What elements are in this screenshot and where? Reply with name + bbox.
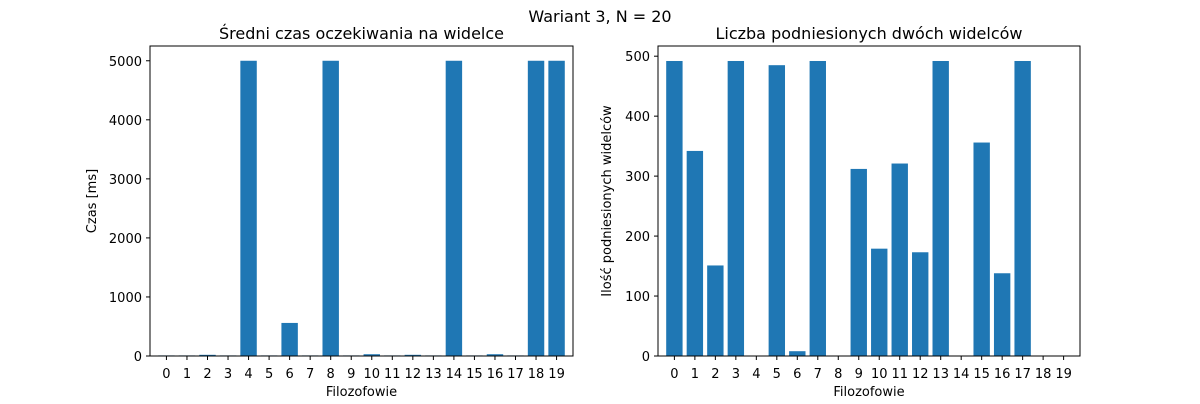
x-tick-label: 10: [871, 367, 888, 382]
y-tick-label: 3000: [109, 173, 142, 188]
bar-11: [891, 163, 908, 356]
x-tick-label: 13: [932, 367, 949, 382]
bar-16: [993, 273, 1011, 356]
subplot-2: 0 1 2 3 4 5 6 7 8 9 10 11 12 13 14 15 16 17 18 190100200300…: [600, 24, 1081, 400]
y-tick-label: 400: [625, 110, 650, 125]
x-tick-label: 16: [487, 367, 504, 382]
x-tick-label: 13: [425, 367, 442, 382]
bar-13: [932, 60, 949, 357]
x-tick-label: 12: [405, 367, 422, 382]
x-tick-label: 14: [446, 367, 463, 382]
x-tick-label: 9: [855, 367, 863, 382]
x-tick-label: 16: [994, 367, 1011, 382]
subplot-1: 0 1 2 3 4 5 6 7 8 9 10 11 12 13 14 15 16 17 18 190100020003…: [85, 24, 574, 400]
x-tick-label: 18: [528, 367, 545, 382]
x-tick-label: 2: [711, 367, 719, 382]
axes-title: Średni czas oczekiwania na widelce: [219, 24, 504, 43]
x-tick-label: 12: [912, 367, 929, 382]
bar-16: [486, 354, 504, 356]
y-tick-label: 200: [625, 230, 650, 245]
y-tick-label: 1000: [109, 291, 142, 306]
x-axis-label: Filozofowie: [833, 385, 904, 400]
y-tick-label: 4000: [109, 114, 142, 129]
x-tick-label: 1: [183, 367, 191, 382]
bar-1: [686, 150, 704, 356]
y-tick-label: 0: [134, 350, 142, 365]
bar-4: [240, 60, 257, 357]
x-tick-label: 11: [384, 367, 401, 382]
bars: [158, 60, 565, 357]
bar-3: [727, 60, 745, 357]
x-tick-label: 3: [732, 367, 740, 382]
bars: [666, 60, 1031, 357]
x-tick-label: 8: [327, 367, 335, 382]
axes-frame: [657, 45, 1081, 357]
x-tick-label: 3: [224, 367, 232, 382]
x-tick-label: 4: [752, 367, 760, 382]
bar-5: [768, 65, 786, 356]
bar-6: [281, 322, 298, 356]
x-tick-label: 5: [773, 367, 781, 382]
y-tick-label: 5000: [109, 55, 142, 70]
x-tick-label: 1: [691, 367, 699, 382]
bar-2: [199, 354, 216, 356]
y-axis-label: Czas [ms]: [85, 169, 100, 233]
x-tick-label: 15: [973, 367, 990, 382]
bar-12: [404, 354, 422, 356]
bar-7: [809, 60, 826, 357]
bar-17: [1014, 60, 1031, 357]
x-tick-label: 7: [306, 367, 314, 382]
bar-19: [548, 60, 565, 357]
y-tick-label: 300: [625, 170, 650, 185]
bar-10: [363, 354, 380, 356]
bar-6: [789, 351, 806, 356]
x-tick-label: 19: [1055, 367, 1072, 382]
bar-8: [322, 60, 339, 357]
x-tick-label: 17: [507, 367, 524, 382]
y-tick-label: 100: [625, 290, 650, 305]
x-tick-label: 5: [265, 367, 273, 382]
x-tick-label: 8: [834, 367, 842, 382]
y-tick-label: 500: [625, 50, 650, 65]
x-tick-label: 14: [953, 367, 970, 382]
x-tick-label: 6: [285, 367, 293, 382]
bar-18: [527, 60, 545, 357]
bar-10: [871, 248, 888, 356]
x-tick-label: 9: [347, 367, 355, 382]
axes-frame: [149, 45, 574, 357]
x-tick-label: 6: [793, 367, 801, 382]
bar-14: [445, 60, 463, 357]
y-tick-label: 0: [642, 350, 650, 365]
x-tick-label: 10: [363, 367, 380, 382]
x-tick-label: 11: [891, 367, 908, 382]
x-tick-label: 17: [1014, 367, 1031, 382]
bar-2: [707, 265, 724, 356]
x-tick-label: 15: [466, 367, 483, 382]
bar-12: [912, 252, 929, 356]
bar-9: [850, 168, 867, 356]
bar-0: [666, 60, 683, 357]
x-tick-label: 7: [814, 367, 822, 382]
x-axis-label: Filozofowie: [326, 385, 397, 400]
x-tick-label: 0: [670, 367, 678, 382]
x-tick-label: 18: [1035, 367, 1052, 382]
x-tick-label: 0: [162, 367, 170, 382]
figure-suptitle: Wariant 3, N = 20: [528, 7, 671, 26]
y-axis-label: Ilość podniesionych widelców: [600, 105, 615, 297]
axes-title: Liczba podniesionych dwóch widelców: [715, 24, 1022, 43]
x-tick-label: 2: [203, 367, 211, 382]
bar-15: [973, 142, 990, 356]
x-tick-label: 19: [548, 367, 565, 382]
y-tick-label: 2000: [109, 232, 142, 247]
x-tick-label: 4: [244, 367, 252, 382]
